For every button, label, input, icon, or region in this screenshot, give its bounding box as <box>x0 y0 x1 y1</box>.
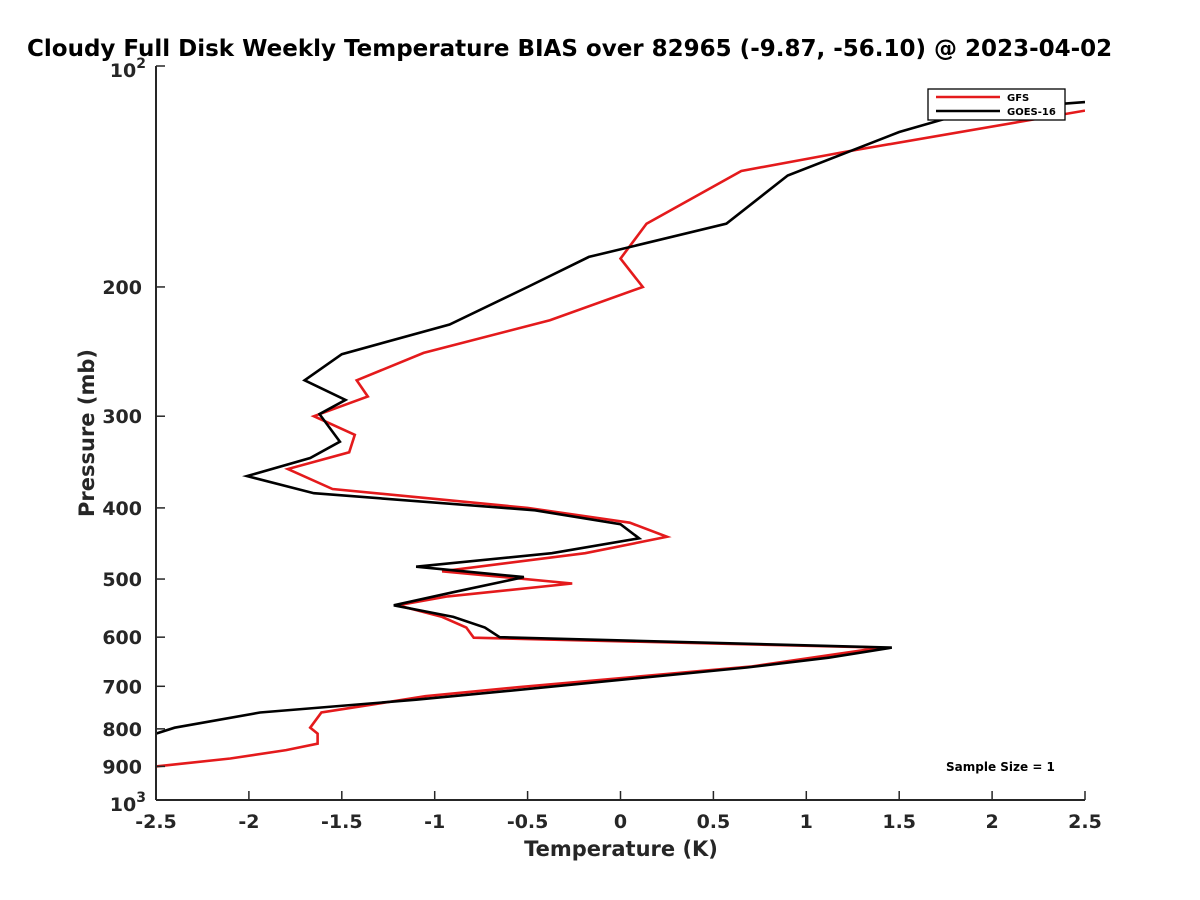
chart-title: Cloudy Full Disk Weekly Temperature BIAS… <box>27 36 1112 62</box>
x-tick-label: 1 <box>800 811 813 833</box>
y-tick-label: 300 <box>102 406 142 428</box>
legend-label-goes16: GOES-16 <box>1007 107 1056 118</box>
x-tick-label: 2.5 <box>1068 811 1102 833</box>
x-tick-label: -1 <box>424 811 445 833</box>
x-tick-label: 0 <box>614 811 627 833</box>
legend-box <box>927 88 1066 121</box>
x-tick-label: 0.5 <box>697 811 731 833</box>
x-tick-label: -1.5 <box>321 811 363 833</box>
y-tick-label: 800 <box>102 719 142 741</box>
legend: GFS GOES-16 <box>927 88 1066 121</box>
y-tick-label: 200 <box>102 277 142 299</box>
legend-label-gfs: GFS <box>1007 93 1029 104</box>
x-tick-label: -0.5 <box>507 811 549 833</box>
x-tick-label: 1.5 <box>882 811 916 833</box>
y-axis-label: Pressure (mb) <box>75 349 99 517</box>
sample-size-annotation: Sample Size = 1 <box>946 760 1055 774</box>
series-line-goes16 <box>156 100 1085 735</box>
x-tick-label: 2 <box>985 811 998 833</box>
y-tick-label: 102 <box>110 56 146 82</box>
x-tick-label: -2.5 <box>135 811 177 833</box>
y-tick-label: 900 <box>102 756 142 778</box>
ticks: -2.5 -2 -1.5 -1 -0.5 0 0.5 1 1.5 2 2.5 102 200 300 400… <box>102 56 1102 833</box>
plot-lines <box>156 100 1085 768</box>
y-tick-label: 103 <box>110 790 146 816</box>
y-tick-label: 400 <box>102 498 142 520</box>
series-line-gfs <box>156 109 1085 768</box>
y-tick-label: 500 <box>102 569 142 591</box>
x-axis-label: Temperature (K) <box>524 837 718 861</box>
x-tick-label: -2 <box>238 811 259 833</box>
axes <box>155 66 1085 801</box>
y-tick-label: 700 <box>102 676 142 698</box>
y-tick-label: 600 <box>102 627 142 649</box>
